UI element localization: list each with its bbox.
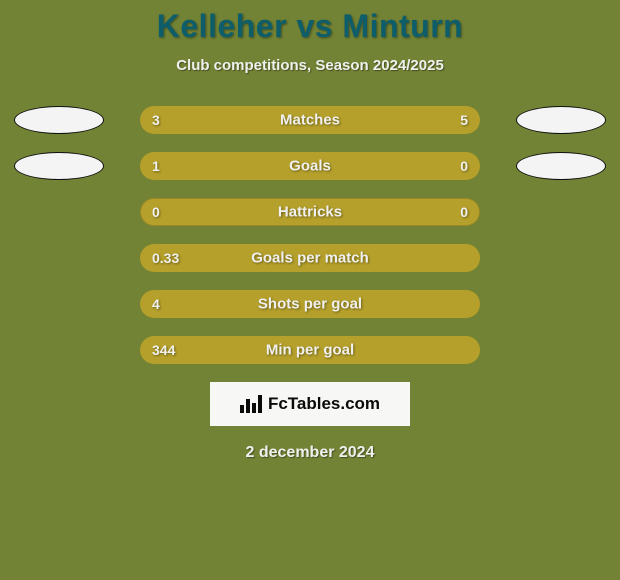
stat-row: Min per goal 344 [0, 336, 620, 364]
stat-bar: Goals per match 0.33 [140, 244, 480, 272]
stat-row: Goals per match 0.33 [0, 244, 620, 272]
stat-bar: Shots per goal 4 [140, 290, 480, 318]
kit-left-icon [14, 152, 104, 180]
page-subtitle: Club competitions, Season 2024/2025 [176, 57, 444, 74]
stat-row: Shots per goal 4 [0, 290, 620, 318]
stat-label: Goals per match [251, 250, 369, 267]
brand-badge: FcTables.com [210, 382, 410, 426]
stat-value-right: 0 [460, 158, 468, 174]
stat-bar: Matches 3 5 [140, 106, 480, 134]
stat-bar: Goals 1 0 [140, 152, 480, 180]
content: Kelleher vs Minturn Club competitions, S… [0, 0, 620, 580]
page-title: Kelleher vs Minturn [157, 8, 463, 45]
stat-row: Matches 3 5 [0, 106, 620, 134]
stat-label: Goals [289, 158, 331, 175]
stat-label: Min per goal [266, 342, 354, 359]
stat-bar: Min per goal 344 [140, 336, 480, 364]
stat-bar: Hattricks 0 0 [140, 198, 480, 226]
kit-right-icon [516, 152, 606, 180]
kit-right-icon [516, 106, 606, 134]
stat-label: Shots per goal [258, 296, 362, 313]
stat-value-left: 0.33 [152, 250, 179, 266]
stats-rows: Matches 3 5 Goals 1 0 Hattricks 0 0 Goals per mat… [0, 106, 620, 364]
stat-value-left: 344 [152, 342, 175, 358]
stat-value-left: 0 [152, 204, 160, 220]
stat-value-left: 1 [152, 158, 160, 174]
brand-text: FcTables.com [268, 394, 380, 414]
stat-value-right: 0 [460, 204, 468, 220]
stat-value-left: 3 [152, 112, 160, 128]
footer-date: 2 december 2024 [246, 444, 375, 462]
stat-value-right: 5 [460, 112, 468, 128]
stat-label: Hattricks [278, 204, 342, 221]
bar-fill-left [140, 152, 405, 180]
stat-value-left: 4 [152, 296, 160, 312]
stat-row: Goals 1 0 [0, 152, 620, 180]
kit-left-icon [14, 106, 104, 134]
stat-row: Hattricks 0 0 [0, 198, 620, 226]
stat-label: Matches [280, 112, 340, 129]
bar-fill-right [405, 152, 480, 180]
bar-chart-icon [240, 395, 262, 413]
